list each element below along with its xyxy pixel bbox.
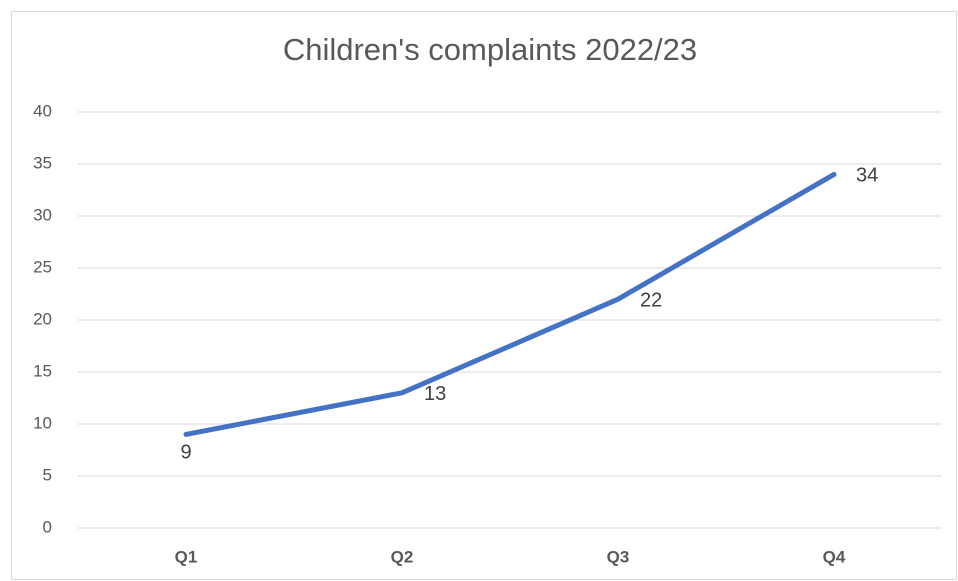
y-tick-label: 25 <box>33 257 52 276</box>
chart-border <box>11 11 957 580</box>
data-label: 13 <box>424 383 446 405</box>
y-tick-label: 35 <box>33 153 52 172</box>
y-tick-label: 0 <box>43 517 52 536</box>
y-tick-label: 40 <box>33 101 52 120</box>
line <box>183 171 837 437</box>
y-tick-label: 5 <box>43 465 52 484</box>
data-label: 34 <box>856 165 878 187</box>
x-tick-label: Q4 <box>823 547 846 566</box>
y-tick-label: 15 <box>33 361 52 380</box>
data-label: 22 <box>640 289 662 311</box>
data-label: 9 <box>180 442 191 464</box>
y-tick-label: 30 <box>33 205 52 224</box>
x-tick-label: Q1 <box>175 547 198 566</box>
x-tick-label: Q2 <box>391 547 414 566</box>
x-tick-label: Q3 <box>607 547 630 566</box>
y-tick-label: 20 <box>33 309 52 328</box>
chart-title: Children's complaints 2022/23 <box>283 32 697 67</box>
y-tick-label: 10 <box>33 413 52 432</box>
